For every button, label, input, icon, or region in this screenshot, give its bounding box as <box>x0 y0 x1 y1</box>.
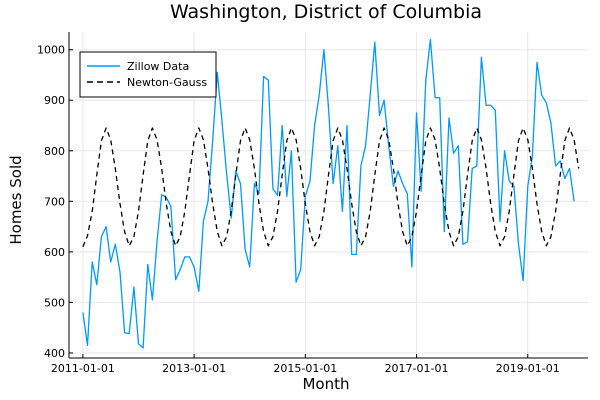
y-tick-label: 600 <box>44 246 65 259</box>
legend: Zillow Data Newton-Gauss <box>79 51 217 98</box>
x-tick-label: 2011-01-01 <box>51 362 115 375</box>
series-line-newton-gauss <box>82 127 580 248</box>
ticks: 400 500 600 700 800 900 1000 2011-01-01 2013-01-… <box>37 44 560 375</box>
x-tick-label: 2019-01-01 <box>496 362 560 375</box>
series-layer <box>82 38 580 349</box>
x-tick-label: 2017-01-01 <box>385 362 449 375</box>
legend-entry-zillow: Zillow Data <box>127 60 189 73</box>
y-tick-label: 800 <box>44 145 65 158</box>
x-tick-label: 2015-01-01 <box>273 362 337 375</box>
legend-box <box>79 51 217 98</box>
x-tick-label: 2013-01-01 <box>162 362 226 375</box>
axes <box>68 32 588 359</box>
y-tick-label: 500 <box>44 296 65 309</box>
x-axis-label: Month <box>302 375 349 393</box>
chart-title: Washington, District of Columbia <box>170 1 482 23</box>
legend-entry-newton-gauss: Newton-Gauss <box>127 76 207 89</box>
y-tick-label: 400 <box>44 347 65 360</box>
y-axis-label: Homes Sold <box>7 155 25 244</box>
y-tick-label: 1000 <box>37 44 65 57</box>
y-tick-label: 700 <box>44 195 65 208</box>
y-tick-label: 900 <box>44 94 65 107</box>
